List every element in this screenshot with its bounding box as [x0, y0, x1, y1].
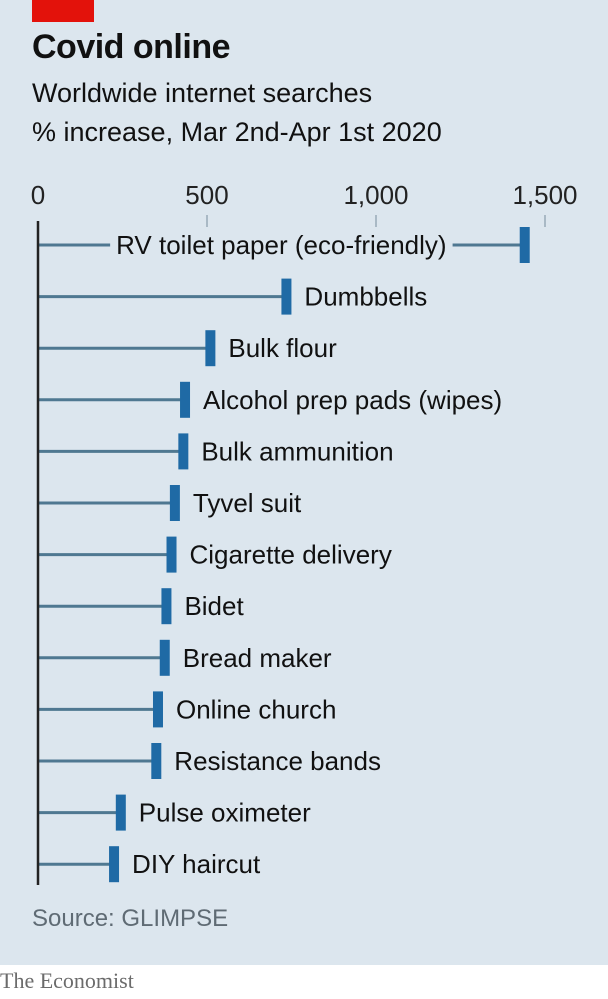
x-tick-label: 1,500 — [512, 180, 577, 210]
bar-row: Bulk ammunition — [38, 433, 394, 470]
bar-end-marker — [152, 691, 163, 728]
bar-end-marker — [109, 846, 120, 883]
bar-row: DIY haircut — [38, 846, 261, 883]
bar-end-marker — [519, 227, 530, 263]
category-label: Cigarette delivery — [190, 540, 392, 570]
category-label: Dumbbells — [304, 282, 427, 312]
bar-end-marker — [159, 639, 170, 676]
publisher-logo: The Economist — [0, 968, 134, 993]
bar-row: Bulk flour — [38, 330, 337, 367]
bar-end-marker — [180, 381, 191, 418]
category-label: Online church — [176, 694, 336, 724]
bar-row: Dumbbells — [38, 278, 427, 315]
category-label: RV toilet paper (eco-friendly) — [116, 230, 446, 260]
x-tick-label: 1,000 — [343, 180, 408, 210]
chart-rows: RV toilet paper (eco-friendly) Dumbbells B… — [38, 227, 530, 883]
category-label: Tyvel suit — [193, 488, 302, 518]
category-label: Alcohol prep pads (wipes) — [203, 385, 502, 415]
bar-end-marker — [161, 588, 172, 625]
category-label: Bulk flour — [228, 333, 337, 363]
chart-subtitle: Worldwide internet searches — [32, 78, 373, 108]
bar-end-marker — [281, 278, 292, 315]
bar-row: Resistance bands — [38, 743, 381, 779]
x-tick-label: 500 — [185, 180, 228, 210]
bar-end-marker — [115, 794, 126, 831]
category-label: Resistance bands — [174, 746, 381, 776]
category-label: DIY haircut — [132, 849, 261, 879]
bar-end-marker — [151, 743, 162, 779]
category-label: Bread maker — [183, 643, 332, 673]
bar-row: Bidet — [38, 588, 244, 625]
source-note: Source: GLIMPSE — [32, 905, 229, 932]
chart-panel — [0, 0, 608, 965]
brand-red-tag — [32, 0, 94, 22]
chart-title: Covid online — [32, 28, 231, 66]
bar-row: Tyvel suit — [38, 485, 302, 521]
bar-row: Online church — [38, 691, 336, 728]
bar-row: Bread maker — [38, 639, 332, 676]
x-tick-label: 0 — [31, 180, 45, 210]
category-label: Bulk ammunition — [201, 436, 393, 466]
bar-row: Alcohol prep pads (wipes) — [38, 381, 502, 418]
chart-unit-label: % increase, Mar 2nd-Apr 1st 2020 — [32, 117, 442, 147]
category-label: Pulse oximeter — [139, 798, 311, 828]
x-axis: 0 500 1,000 1,500 — [31, 180, 578, 227]
bar-row: Cigarette delivery — [38, 536, 392, 573]
category-label: Bidet — [184, 591, 244, 621]
bar-end-marker — [178, 433, 189, 470]
bar-row: Pulse oximeter — [38, 794, 311, 831]
bar-end-marker — [205, 330, 216, 367]
bar-row: RV toilet paper (eco-friendly) — [38, 227, 530, 263]
bar-end-marker — [166, 536, 177, 573]
lollipop-chart: 0 500 1,000 1,500 RV toilet paper (eco-frie… — [31, 180, 578, 885]
bar-end-marker — [169, 485, 180, 521]
